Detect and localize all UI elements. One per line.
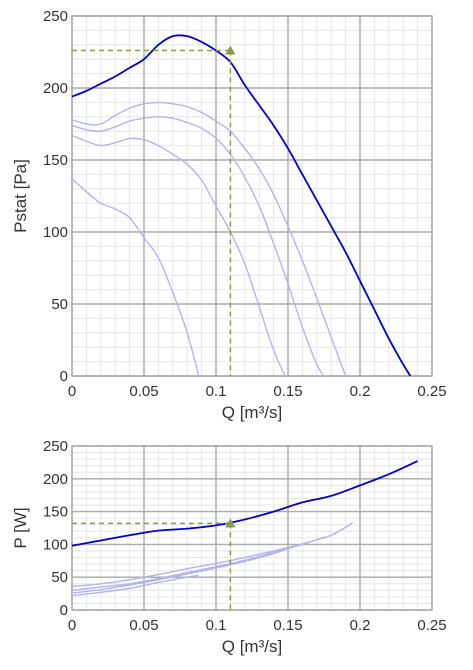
x-tick-label: 0.05 — [129, 617, 158, 634]
x-tick-label: 0 — [68, 383, 76, 400]
y-tick-label: 150 — [43, 152, 68, 169]
x-tick-label: 0.1 — [206, 383, 227, 400]
y-tick-label: 250 — [43, 438, 68, 455]
y-axis-label: Pstat [Pa] — [11, 159, 30, 233]
operating-point-marker — [225, 518, 236, 528]
y-tick-label: 200 — [43, 80, 68, 97]
selected-fan-curve — [71, 460, 418, 547]
alternative-fan-curve — [71, 574, 199, 597]
y-axis-label: P [W] — [11, 507, 30, 548]
x-axis-label: Q [m³/s] — [222, 403, 282, 422]
alternative-fan-curve — [71, 178, 200, 377]
plot-frame — [71, 445, 433, 611]
y-tick-label: 0 — [60, 368, 68, 385]
y-tick-label: 200 — [43, 471, 68, 488]
pressure-chart: 0 0.05 0.1 0.15 0.2 0.25 0 50 100 150 200 250 Q [m³/… — [11, 8, 447, 422]
y-tick-label: 50 — [51, 296, 68, 313]
x-tick-label: 0.2 — [350, 617, 371, 634]
power-chart: 0 0.05 0.1 0.15 0.2 0.25 0 50 100 150 200 250 Q [m³/… — [11, 438, 447, 656]
alternative-fan-curve — [71, 134, 286, 377]
y-tick-label: 150 — [43, 504, 68, 521]
x-tick-label: 0.1 — [206, 617, 227, 634]
selected-fan-curve — [71, 34, 412, 377]
x-tick-label: 0.15 — [273, 383, 302, 400]
x-tick-label: 0 — [68, 617, 76, 634]
y-tick-label: 250 — [43, 8, 68, 25]
plot-frame — [71, 15, 433, 377]
y-tick-label: 100 — [43, 224, 68, 241]
x-tick-label: 0.05 — [129, 383, 158, 400]
x-tick-label: 0.2 — [350, 383, 371, 400]
x-tick-label: 0.15 — [273, 617, 302, 634]
x-axis-label: Q [m³/s] — [222, 637, 282, 656]
x-tick-label: 0.25 — [417, 383, 446, 400]
operating-point-marker — [225, 45, 236, 55]
alternative-fan-curve — [71, 548, 286, 594]
y-tick-label: 100 — [43, 536, 68, 553]
y-tick-label: 0 — [60, 602, 68, 619]
x-tick-label: 0.25 — [417, 617, 446, 634]
alternative-fan-curve — [71, 101, 347, 377]
alternative-fan-curve — [71, 536, 325, 592]
y-tick-label: 50 — [51, 569, 68, 586]
alternative-fan-curve — [71, 116, 325, 377]
